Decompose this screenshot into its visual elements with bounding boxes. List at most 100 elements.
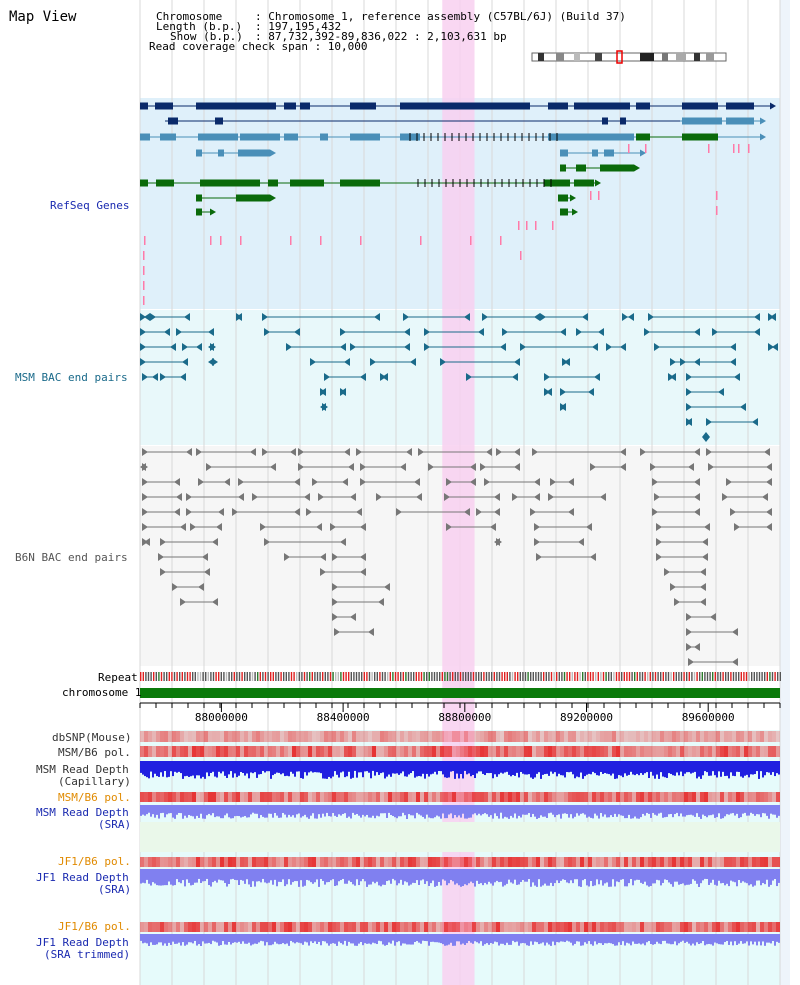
track-label-jf1-b6-pol-2[interactable]: JF1/B6 pol. [58, 920, 131, 933]
depth-bar [656, 934, 658, 942]
repeat-element [680, 672, 683, 681]
heat-cell [764, 922, 768, 932]
depth-bar [210, 934, 212, 945]
depth-bar [728, 934, 730, 945]
b6n-bac-pair [238, 478, 300, 486]
depth-bar [182, 805, 184, 819]
track-label-dbsnp[interactable]: dbSNP(Mouse) [52, 731, 132, 744]
heat-cell [712, 731, 716, 742]
bac-end [142, 523, 148, 531]
heat-cell [204, 746, 208, 757]
depth-bar [284, 934, 286, 945]
depth-bar [330, 869, 332, 881]
bac-end [712, 328, 718, 336]
heat-cell [732, 792, 736, 802]
depth-bar [190, 869, 192, 886]
depth-bar [150, 934, 152, 943]
depth-bar [644, 869, 646, 882]
track-label-jf1-b6-pol-1[interactable]: JF1/B6 pol. [58, 855, 131, 868]
heat-cell [708, 731, 712, 742]
depth-bar [308, 761, 310, 773]
depth-bar [612, 934, 614, 945]
depth-bar [156, 869, 158, 886]
depth-bar [296, 869, 298, 882]
depth-bar [340, 869, 342, 881]
heat-cell [232, 746, 236, 757]
repeat-element [623, 672, 625, 681]
depth-bar [694, 934, 696, 946]
track-label-msm-b6-pol-2[interactable]: MSM/B6 pol. [58, 791, 131, 804]
msm-bac-pair [680, 358, 736, 366]
depth-bar [370, 934, 372, 945]
track-label-msm-depth-sra[interactable]: MSM Read Depth [36, 806, 129, 819]
heat-cell [220, 857, 224, 867]
depth-bar [226, 869, 228, 887]
depth-bar [430, 805, 432, 819]
depth-bar [482, 805, 484, 815]
bac-end [670, 373, 676, 381]
depth-bar [558, 805, 560, 815]
depth-bar [606, 869, 608, 883]
heat-cell [480, 731, 484, 742]
depth-bar [710, 805, 712, 816]
bac-end [578, 538, 584, 546]
depth-bar [454, 805, 456, 816]
depth-bar [478, 805, 480, 814]
heat-cell [380, 792, 384, 802]
track-label-jf1-depth-sra[interactable]: JF1 Read Depth [36, 871, 129, 884]
b6n-bac-pair [320, 568, 366, 576]
msm-bac-pair [340, 328, 410, 336]
heat-cell [248, 922, 252, 932]
track-label-b6n-bac[interactable]: B6N BAC end pairs [15, 551, 128, 564]
gene-model [680, 117, 766, 125]
heat-cell [276, 922, 280, 932]
heat-cell [496, 922, 500, 932]
depth-bar [342, 869, 344, 879]
gene-strand-arrow [760, 117, 766, 125]
depth-bar [688, 934, 690, 944]
depth-bar [334, 805, 336, 816]
depth-bar [548, 761, 550, 776]
depth-bar [778, 869, 780, 883]
ideogram-band [694, 53, 700, 61]
depth-bar [660, 761, 662, 773]
msm-bac-pair [350, 343, 410, 351]
depth-bar [322, 934, 324, 942]
track-label-msm-depth-cap[interactable]: MSM Read Depth [36, 763, 129, 776]
heat-cell [412, 857, 416, 867]
heat-cell [744, 792, 748, 802]
bac-end [688, 658, 694, 666]
track-label-msm-b6-pol-1[interactable]: MSM/B6 pol. [58, 746, 131, 759]
bac-end [320, 403, 326, 411]
track-label-jf1-depth-trim[interactable]: JF1 Read Depth [36, 936, 129, 949]
track-label-repeat[interactable]: Repeat [98, 671, 138, 684]
repeat-element [511, 672, 514, 681]
heat-cell [668, 792, 672, 802]
heat-cell [140, 792, 144, 802]
heat-cell [312, 746, 316, 757]
depth-bar [750, 761, 752, 775]
depth-bar [540, 869, 542, 887]
repeat-element [363, 672, 365, 681]
depth-bar [572, 869, 574, 884]
depth-bar [598, 869, 600, 885]
depth-bar [240, 761, 242, 772]
heat-cell [184, 792, 188, 802]
repeat-element [761, 672, 763, 681]
bac-end [172, 583, 178, 591]
gene-exon [140, 133, 150, 141]
depth-bar [544, 934, 546, 946]
heat-cell [776, 746, 780, 757]
depth-bar [338, 805, 340, 815]
depth-bar [406, 805, 408, 819]
depth-bar [326, 934, 328, 944]
track-label-chromosome[interactable]: chromosome 1 [62, 686, 142, 699]
depth-bar [624, 805, 626, 819]
track-label-msm-bac[interactable]: MSM BAC end pairs [15, 371, 128, 384]
track-label-refseq[interactable]: RefSeq Genes [50, 199, 130, 212]
repeat-element [322, 672, 324, 681]
bac-end [370, 358, 376, 366]
heat-cell [644, 731, 648, 742]
gene-exon [284, 133, 298, 141]
